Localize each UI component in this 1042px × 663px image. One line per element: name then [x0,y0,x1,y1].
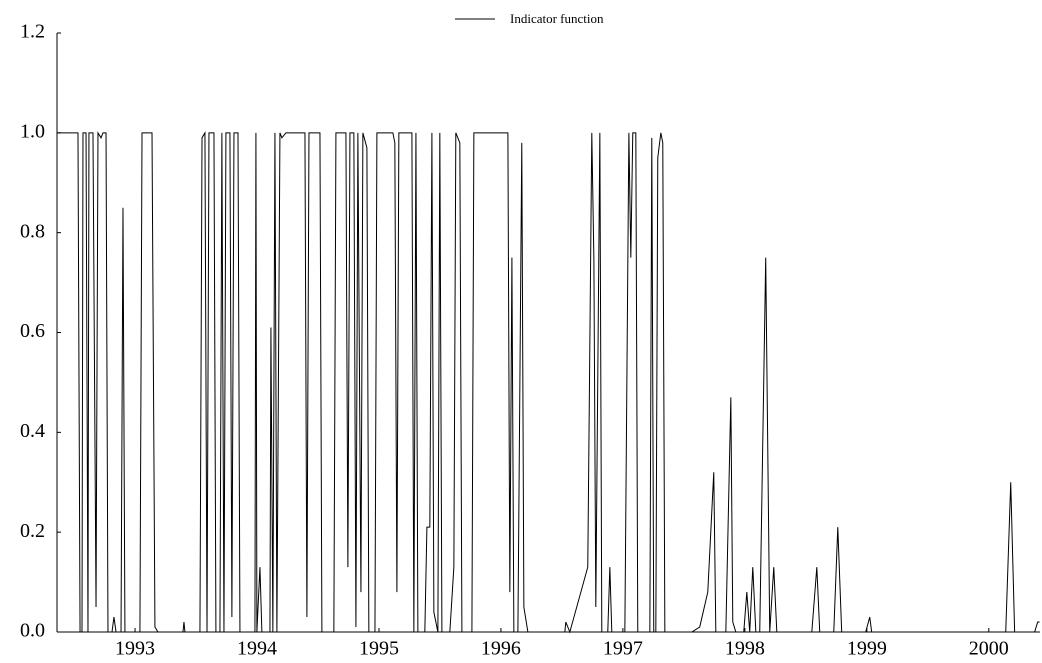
x-tick-label: 1994 [237,638,277,660]
legend-label: Indicator function [510,11,604,26]
x-tick-label: 1998 [725,638,765,660]
x-tick-label: 1993 [115,638,155,660]
x-tick-label: 1999 [847,638,887,660]
x-tick-label: 2000 [969,638,1009,660]
data-line [57,131,1040,634]
y-tick-label: 1.2 [20,21,45,43]
y-tick-label: 0.8 [20,220,45,242]
x-tick-label: 1995 [359,638,399,660]
y-tick-label: 0.2 [20,520,45,542]
x-tick-label: 1996 [481,638,521,660]
y-tick-label: 0.6 [20,320,45,342]
y-tick-label: 0.4 [20,420,45,442]
y-tick-label: 0.0 [20,620,45,642]
x-tick-label: 1997 [603,638,643,660]
y-tick-label: 1.0 [20,120,45,142]
